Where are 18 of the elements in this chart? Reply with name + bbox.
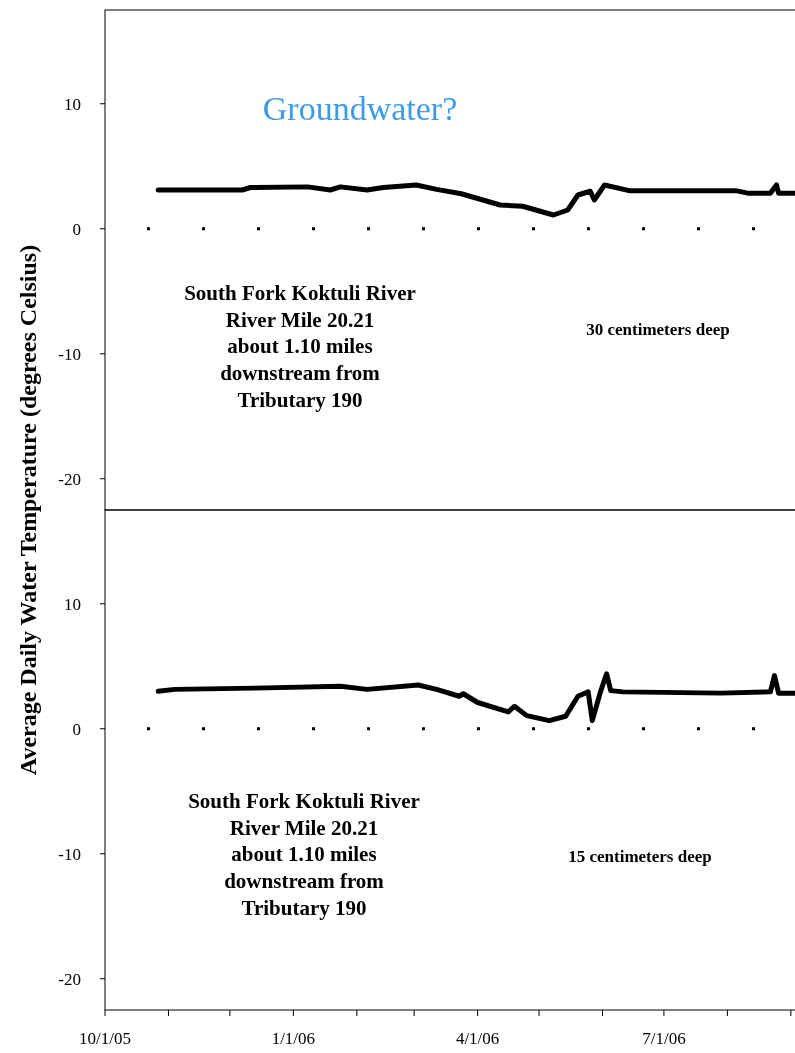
annotation: South Fork Koktuli River River Mile 20.21 about 1.10 miles downstream from Tributary 190	[188, 789, 420, 920]
y-tick-label: -20	[58, 469, 81, 489]
y-tick-label: 10	[64, 94, 81, 114]
x-tick-label: 1/1/06	[271, 1029, 316, 1048]
annotation: South Fork Koktuli River River Mile 20.21 about 1.10 miles downstream from Tributary 190	[184, 281, 416, 412]
y-tick-label: 0	[72, 219, 81, 239]
x-tick-label: 7/1/06	[642, 1029, 686, 1048]
y-axis-title: Average Daily Water Temperature (degrees Celsius)	[15, 244, 41, 776]
x-tick-label: 10/1/05	[79, 1029, 131, 1048]
y-tick-label: 10	[64, 594, 81, 614]
annotation: Groundwater?	[262, 90, 458, 127]
x-tick-label: 4/1/06	[455, 1029, 500, 1048]
y-tick-label: 0	[72, 719, 81, 739]
y-tick-label: -10	[58, 344, 81, 364]
y-tick-label: -20	[58, 969, 81, 989]
annotation: 30 centimeters deep	[586, 320, 730, 339]
annotation: 15 centimeters deep	[568, 847, 712, 866]
y-tick-label: -10	[58, 844, 81, 864]
